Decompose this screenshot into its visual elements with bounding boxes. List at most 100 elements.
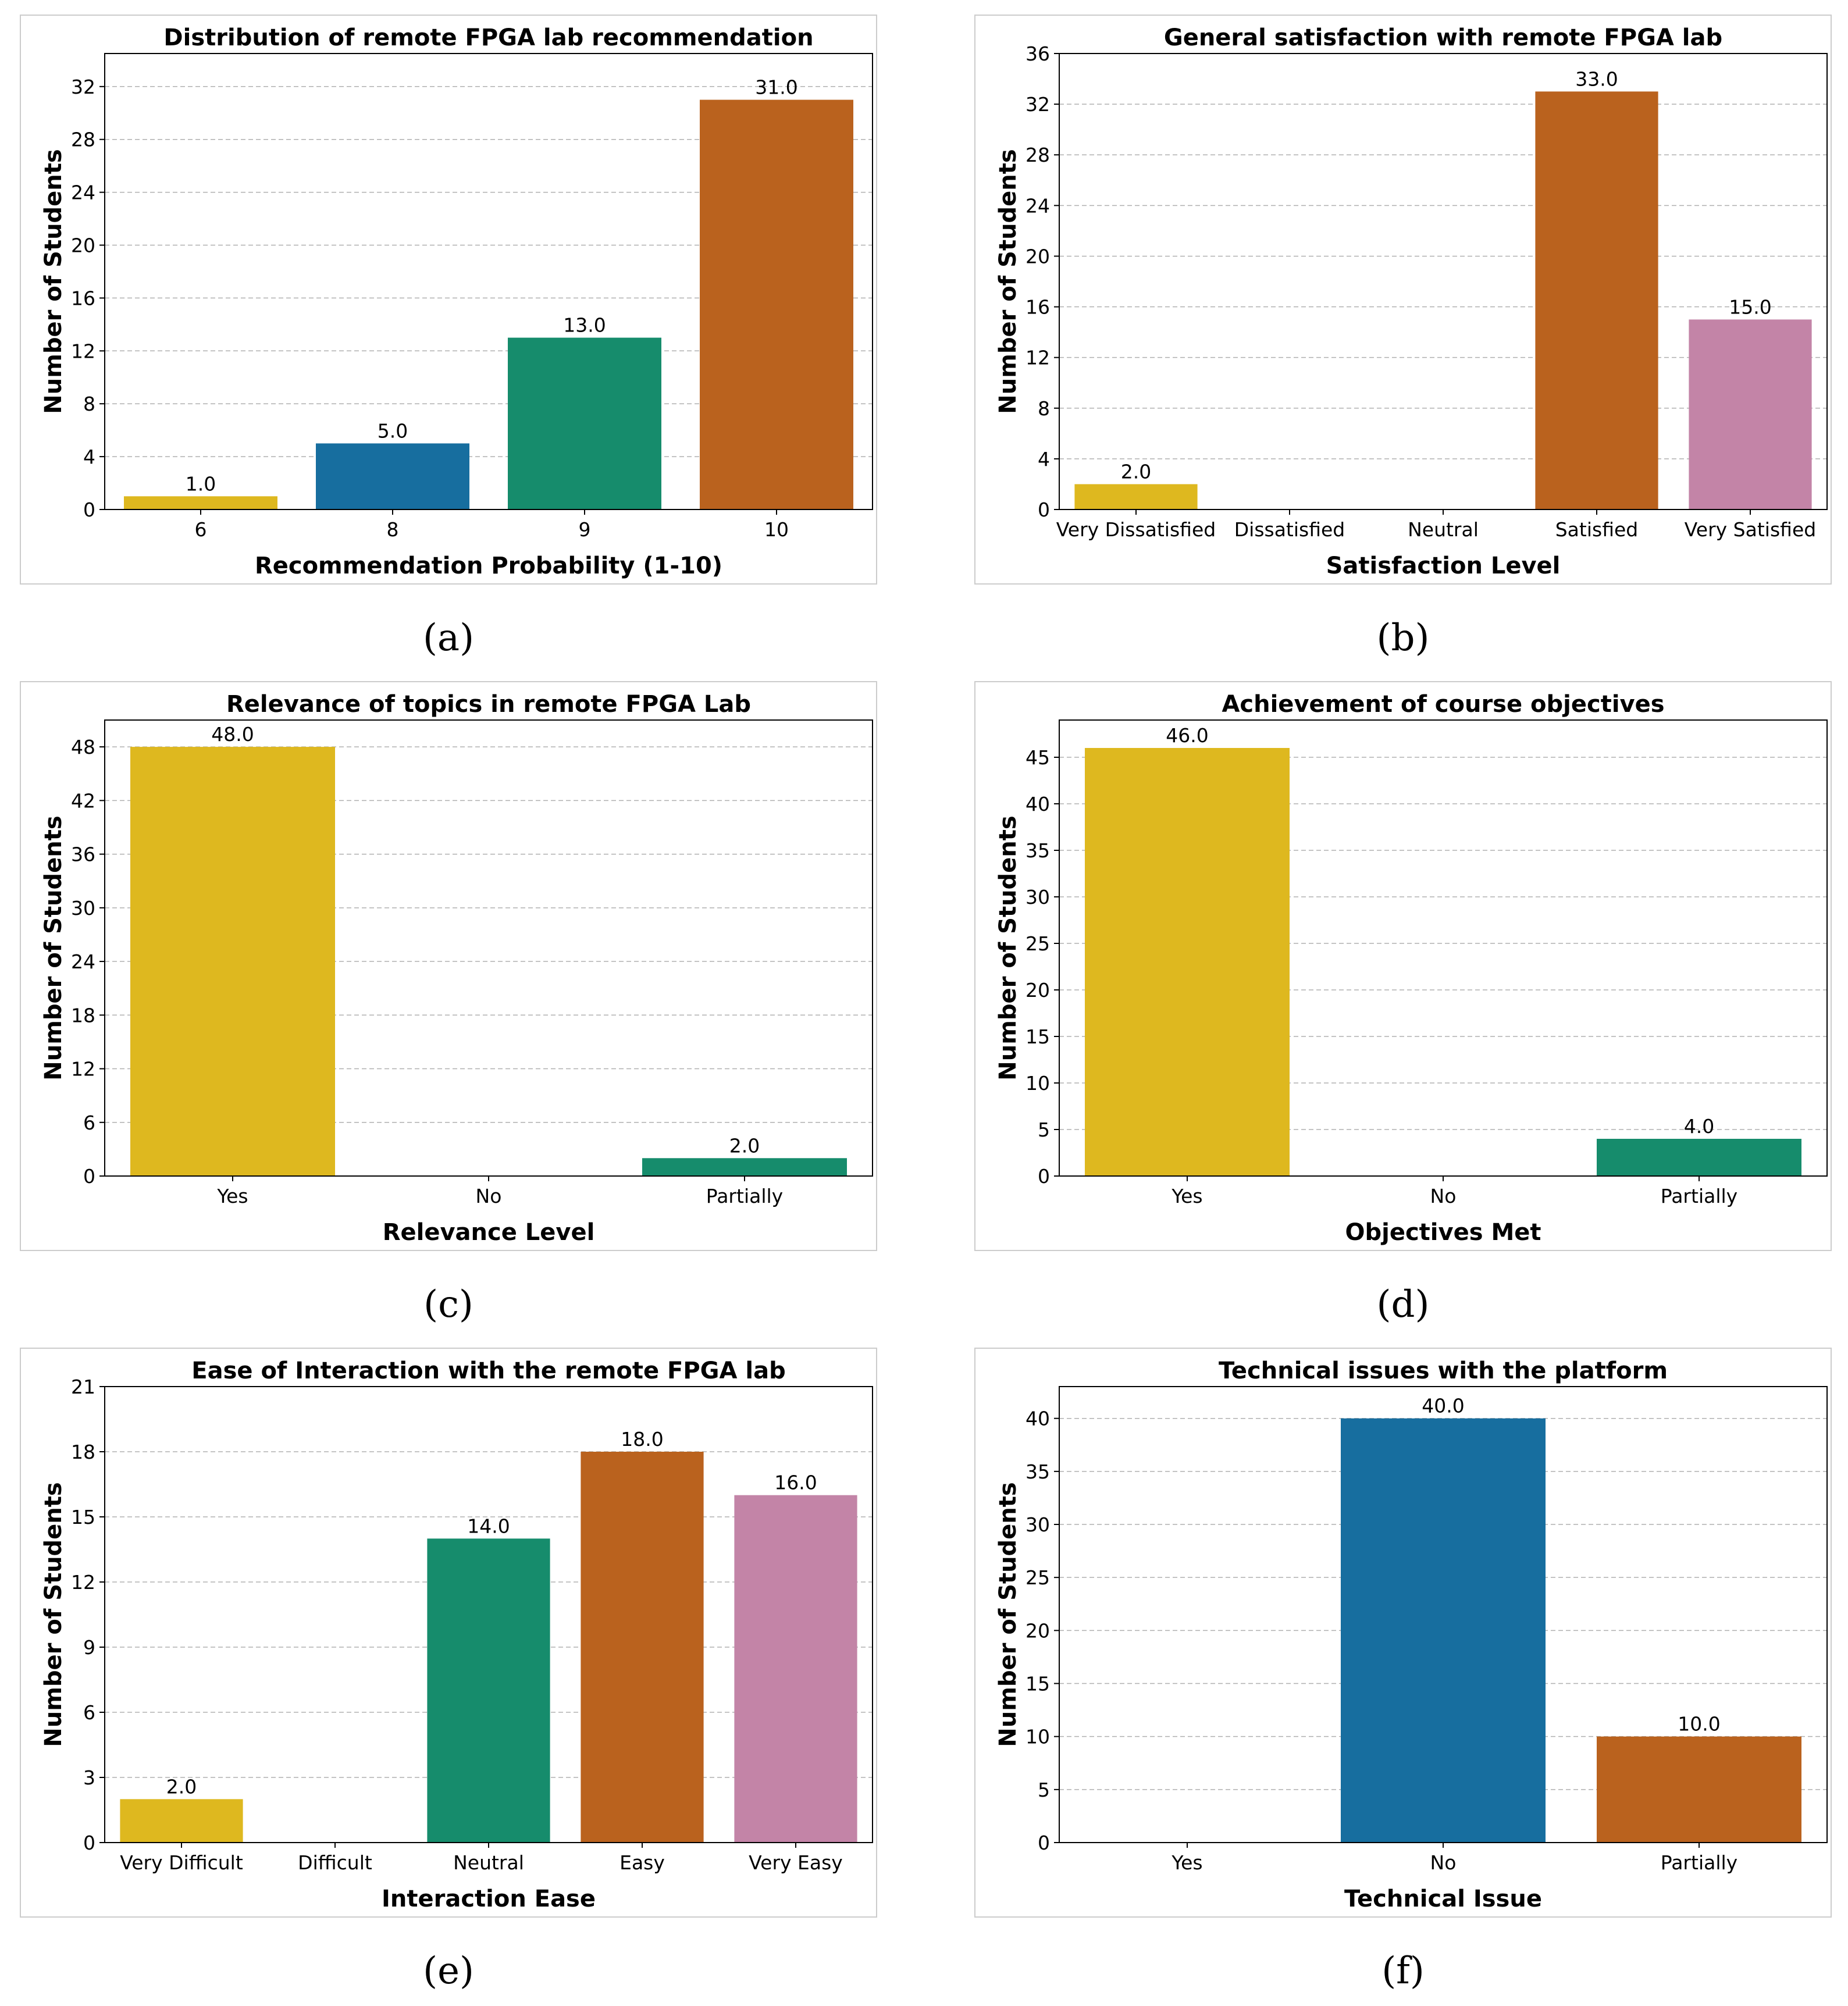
data-label: 40.0 <box>1422 1395 1464 1417</box>
chart-panel-d: 46.0 4.0 0 5 10 15 20 25 30 35 40 45 Yes No Partially A… <box>974 681 1832 1251</box>
y-tick-label: 48 <box>71 736 95 758</box>
y-tick-label: 15 <box>1026 1673 1050 1695</box>
plot-frame <box>104 53 873 510</box>
data-label: 15.0 <box>1729 295 1771 318</box>
y-tick-label: 16 <box>71 287 95 309</box>
data-label: 2.0 <box>729 1134 760 1157</box>
y-tick-label: 0 <box>1038 1165 1050 1188</box>
x-tick-label: 8 <box>387 518 399 541</box>
chart-panel-c: 48.0 2.0 0 6 12 18 24 30 36 42 48 Yes No Partially Rel… <box>20 681 877 1251</box>
x-tick-label: Partially <box>1661 1185 1737 1207</box>
x-tick-label: Yes <box>1171 1185 1202 1207</box>
x-axis-label: Relevance Level <box>383 1219 595 1246</box>
y-tick-label: 24 <box>1026 194 1050 217</box>
x-tick-label: Difficult <box>298 1851 372 1874</box>
y-tick-label: 25 <box>1026 1566 1050 1589</box>
y-tick-label: 4 <box>1038 448 1050 471</box>
chart-a: 1.0 5.0 13.0 31.0 0 4 8 12 16 20 24 28 32 6 8 9 10 Distri… <box>40 24 873 579</box>
x-axis-label: Satisfaction Level <box>1326 553 1561 579</box>
x-tick-label: Satisfied <box>1555 518 1639 541</box>
data-label: 16.0 <box>774 1471 817 1494</box>
chart-title: Relevance of topics in remote FPGA Lab <box>226 691 751 718</box>
caption-b: (b) <box>1376 617 1430 660</box>
chart-c: 48.0 2.0 0 6 12 18 24 30 36 42 48 Yes No Partially Rel… <box>40 691 873 1246</box>
data-label: 13.0 <box>563 314 606 337</box>
data-label: 33.0 <box>1575 67 1618 90</box>
y-tick-label: 10 <box>1026 1726 1050 1748</box>
y-tick-label: 10 <box>1026 1072 1050 1095</box>
y-tick-label: 12 <box>71 340 95 362</box>
data-label: 31.0 <box>755 76 797 99</box>
chart-f: 40.0 10.0 0 5 10 15 20 25 30 35 40 Yes No Partially Te… <box>995 1357 1828 1912</box>
y-tick-label: 8 <box>83 393 95 415</box>
y-tick-label: 18 <box>71 1004 95 1027</box>
chart-b: 2.0 33.0 15.0 0 4 8 12 16 20 24 28 32 36 Very Dissati… <box>995 24 1828 579</box>
y-axis-label: Number of Students <box>995 815 1021 1080</box>
y-tick-label: 8 <box>1038 397 1050 420</box>
x-tick-label: Dissatisfied <box>1234 518 1345 541</box>
y-tick-label: 30 <box>71 897 95 920</box>
y-axis-label: Number of Students <box>995 149 1021 414</box>
y-axis-label: Number of Students <box>40 815 67 1080</box>
y-tick-label: 20 <box>1026 245 1050 268</box>
y-tick-label: 5 <box>1038 1118 1050 1141</box>
y-tick-label: 20 <box>1026 979 1050 1002</box>
bar <box>1597 1139 1801 1176</box>
y-tick-label: 30 <box>1026 1513 1050 1536</box>
y-tick-label: 6 <box>83 1111 95 1134</box>
chart-panel-e: 2.0 14.0 18.0 16.0 0 3 6 9 12 15 18 21 Very Difficul… <box>20 1348 877 1918</box>
caption-d: (d) <box>1376 1283 1430 1326</box>
y-tick-label: 35 <box>1026 1460 1050 1483</box>
data-label: 14.0 <box>467 1515 510 1537</box>
x-axis-label: Objectives Met <box>1345 1219 1541 1246</box>
y-tick-label: 16 <box>1026 296 1050 319</box>
chart-d: 46.0 4.0 0 5 10 15 20 25 30 35 40 45 Yes No Partially A… <box>995 691 1828 1246</box>
caption-c: (c) <box>423 1283 473 1326</box>
y-tick-label: 15 <box>1026 1025 1050 1048</box>
y-tick-label: 0 <box>1038 498 1050 521</box>
chart-title: Ease of Interaction with the remote FPGA… <box>191 1357 785 1384</box>
bar <box>120 1799 243 1843</box>
y-tick-label: 20 <box>71 234 95 257</box>
bar <box>581 1452 704 1843</box>
y-tick-label: 21 <box>71 1376 95 1398</box>
bar <box>734 1495 857 1843</box>
y-tick-label: 0 <box>83 1832 95 1854</box>
y-tick-label: 30 <box>1026 886 1050 908</box>
bar <box>700 99 853 509</box>
chart-panel-a: 1.0 5.0 13.0 31.0 0 4 8 12 16 20 24 28 32 6 8 9 10 Distri… <box>20 15 877 585</box>
bar <box>124 496 277 509</box>
y-tick-label: 12 <box>1026 347 1050 369</box>
chart-panel-f: 40.0 10.0 0 5 10 15 20 25 30 35 40 Yes No Partially Te… <box>974 1348 1832 1918</box>
bar <box>1074 484 1198 509</box>
y-tick-label: 3 <box>83 1766 95 1789</box>
y-tick-label: 18 <box>71 1441 95 1463</box>
chart-title: Distribution of remote FPGA lab recommen… <box>163 24 813 51</box>
y-tick-label: 0 <box>83 1165 95 1188</box>
y-axis-label: Number of Students <box>40 149 67 414</box>
y-tick-label: 5 <box>1038 1779 1050 1801</box>
bar <box>508 337 661 509</box>
x-tick-label: 6 <box>195 518 207 541</box>
caption-f: (f) <box>1381 1950 1425 1993</box>
x-tick-label: Very Difficult <box>120 1851 243 1874</box>
y-tick-label: 32 <box>71 76 95 98</box>
bar <box>1689 319 1812 509</box>
chart-title: General satisfaction with remote FPGA la… <box>1164 24 1722 51</box>
bar <box>1085 748 1290 1176</box>
x-tick-label: No <box>476 1185 502 1207</box>
data-label: 4.0 <box>1684 1115 1714 1138</box>
y-tick-label: 12 <box>71 1058 95 1081</box>
x-axis-label: Interaction Ease <box>382 1886 596 1912</box>
x-tick-label: Neutral <box>1408 518 1479 541</box>
data-label: 2.0 <box>1121 460 1151 483</box>
y-tick-label: 15 <box>71 1506 95 1528</box>
y-tick-label: 40 <box>1026 1408 1050 1430</box>
data-label: 1.0 <box>186 472 216 495</box>
y-tick-label: 42 <box>71 789 95 812</box>
y-axis-label: Number of Students <box>995 1482 1021 1747</box>
bar <box>1597 1736 1801 1843</box>
y-tick-label: 28 <box>1026 144 1050 166</box>
bar <box>130 747 335 1176</box>
y-tick-label: 9 <box>83 1636 95 1659</box>
